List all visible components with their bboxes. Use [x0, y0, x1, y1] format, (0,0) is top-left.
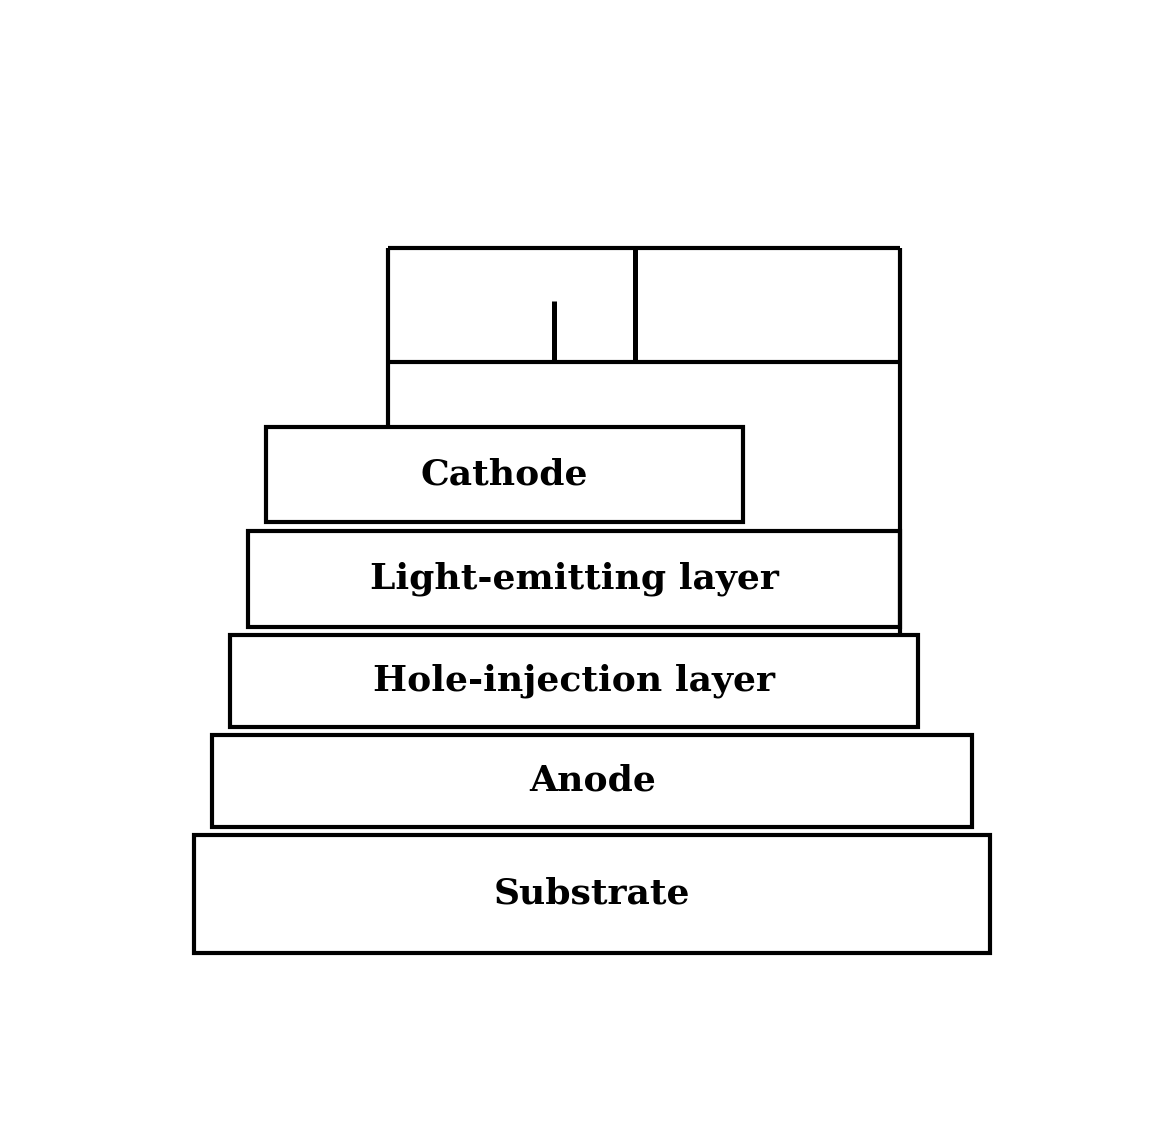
- Bar: [267, 427, 742, 523]
- Text: Cathode: Cathode: [421, 457, 588, 491]
- Bar: [195, 835, 989, 953]
- Bar: [212, 735, 972, 826]
- Text: Light-emitting layer: Light-emitting layer: [370, 561, 778, 596]
- Text: Hole-injection layer: Hole-injection layer: [374, 664, 775, 698]
- Bar: [231, 636, 919, 727]
- Bar: [248, 531, 900, 627]
- Text: Substrate: Substrate: [494, 877, 690, 911]
- Text: Anode: Anode: [529, 764, 655, 798]
